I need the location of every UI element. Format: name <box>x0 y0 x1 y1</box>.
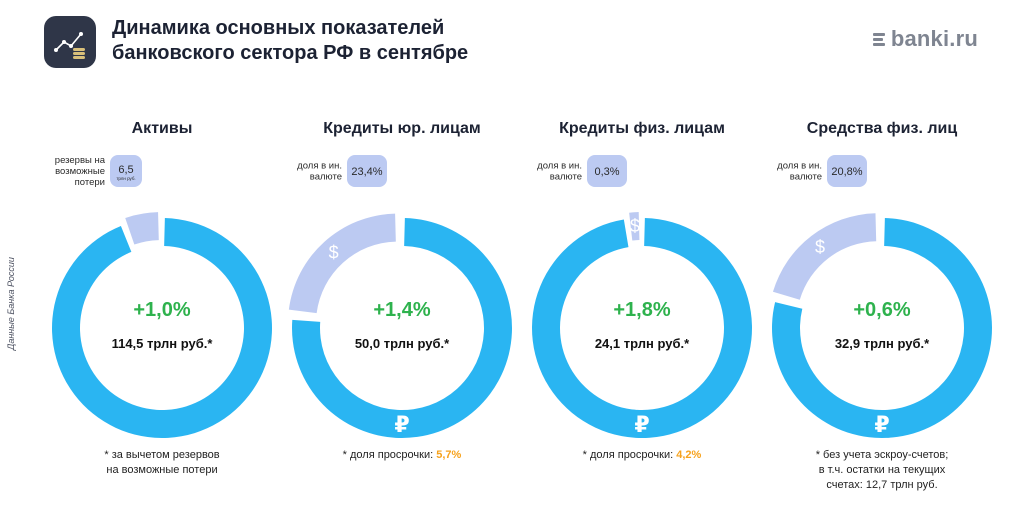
change-percent: +1,8% <box>613 299 670 321</box>
bubble-value: 0,3% <box>594 166 619 178</box>
donut-slice-secondary <box>629 212 640 241</box>
chart-title: Активы <box>132 120 193 137</box>
footnote-line: в т.ч. остатки на текущих <box>819 464 946 476</box>
dollar-sign-icon: $ <box>815 237 825 257</box>
annotation-line: резервы на <box>55 155 106 166</box>
annotation-line: доля в ин. <box>537 161 582 172</box>
bubble-value: 20,8% <box>831 166 862 178</box>
page-title: Динамика основных показателей банковског… <box>112 16 468 66</box>
total-value: 114,5 трлн руб.* <box>112 336 214 351</box>
chart-title: Кредиты физ. лицам <box>559 120 725 137</box>
footnote-highlight: 5,7% <box>436 449 461 461</box>
chart-2: Кредиты юр. лицам ₽ $ +1,4% 50,0 трлн руб.* 2… <box>288 120 512 461</box>
change-percent: +1,4% <box>373 299 430 321</box>
chart-3: Кредиты физ. лицам ₽ $ +1,8% 24,1 трлн руб.*… <box>532 120 753 461</box>
change-percent: +0,6% <box>853 299 910 321</box>
ruble-sign-icon: ₽ <box>874 412 889 437</box>
footnote-text: * доля просрочки: <box>343 449 437 461</box>
annotation-line: валюте <box>550 172 582 183</box>
page-title-line2: банковского сектора РФ в сентябре <box>112 42 469 64</box>
annotation-line: потери <box>75 177 105 188</box>
annotation-line: валюте <box>310 172 342 183</box>
brand-logo: banki.ru <box>872 26 978 52</box>
ruble-sign-icon: ₽ <box>394 412 409 437</box>
donut-slice-secondary <box>288 213 396 314</box>
footnote-line: на возможные потери <box>106 464 217 476</box>
value-bubble <box>110 155 142 187</box>
donut-slice-secondary <box>772 213 877 300</box>
chart-title: Средства физ. лиц <box>807 120 958 137</box>
footnote-text: * доля просрочки: <box>583 449 677 461</box>
value-bubble <box>827 155 867 187</box>
annotation-line: валюте <box>790 172 822 183</box>
bubble-unit: трлн руб. <box>116 176 135 181</box>
total-value: 32,9 трлн руб.* <box>835 336 930 351</box>
value-bubble <box>587 155 627 187</box>
footnote-highlight: 4,2% <box>676 449 701 461</box>
donut-slice-secondary <box>125 212 159 245</box>
footnote-line: * за вычетом резервов <box>104 449 219 461</box>
bubble-value: 23,4% <box>351 166 382 178</box>
footnote-line: счетах: 12,7 трлн руб. <box>826 479 937 491</box>
ruble-sign-icon: ₽ <box>634 412 649 437</box>
app-logo-icon <box>44 16 96 68</box>
chart-4: Средства физ. лиц ₽ $ +0,6% 32,9 трлн руб.* 2… <box>772 120 992 491</box>
value-bubble <box>347 155 387 187</box>
annotation-line: доля в ин. <box>297 161 342 172</box>
dollar-sign-icon: $ <box>329 242 339 262</box>
bubble-value: 6,5 <box>118 164 133 176</box>
annotation-line: доля в ин. <box>777 161 822 172</box>
dollar-sign-icon: $ <box>630 216 640 236</box>
page-title-line1: Динамика основных показателей <box>112 17 445 39</box>
banki-logo-icon <box>872 32 885 46</box>
annotation-line: возможные <box>55 166 105 177</box>
footnote: * доля просрочки: 4,2% <box>583 449 702 461</box>
total-value: 50,0 трлн руб.* <box>355 336 450 351</box>
donut-slice-main <box>51 218 272 438</box>
total-value: 24,1 трлн руб.* <box>595 336 690 351</box>
donut-slice-main <box>532 218 753 438</box>
footnote: * доля просрочки: 5,7% <box>343 449 462 461</box>
footnote-line: * без учета эскроу-счетов; <box>816 449 949 461</box>
change-percent: +1,0% <box>133 299 190 321</box>
brand-name: banki.ru <box>890 26 978 51</box>
chart-title: Кредиты юр. лицам <box>323 120 480 137</box>
